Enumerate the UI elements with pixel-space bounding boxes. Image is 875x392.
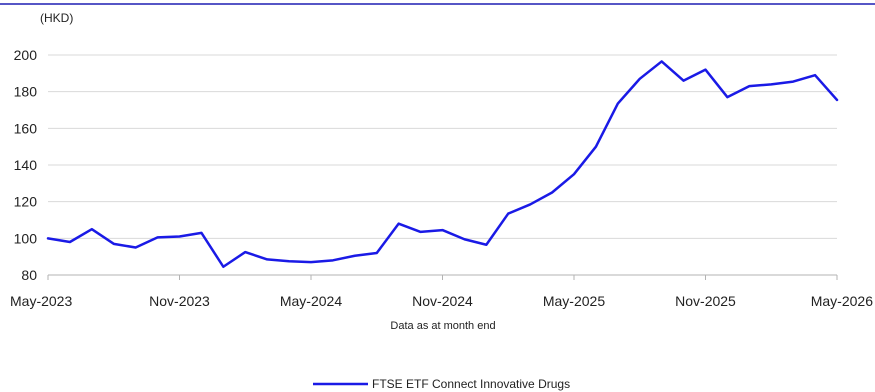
x-tick-label: Nov-2025 [675, 293, 736, 309]
x-axis: May-2023 Nov-2023 May-2024 Nov-2024 May-2025… [10, 274, 873, 309]
legend-label: FTSE ETF Connect Innovative Drugs [372, 377, 570, 391]
y-tick-label: 160 [14, 120, 38, 136]
x-tick-label: May-2025 [543, 293, 605, 309]
y-tick-label: 140 [14, 157, 38, 173]
series-layer [46, 60, 839, 268]
gridlines [48, 54, 837, 239]
series-line [46, 60, 839, 268]
y-tick-label: 200 [14, 47, 38, 63]
y-tick-label: 180 [14, 84, 38, 100]
x-tick-label: Nov-2023 [149, 293, 210, 309]
y-tick-label: 120 [14, 194, 38, 210]
x-tick-label: May-2023 [10, 293, 72, 309]
y-tick-label: 100 [14, 230, 38, 246]
y-axis: 80 100 120 140 160 180 200 [14, 47, 38, 283]
x-tick-label: Nov-2024 [412, 293, 473, 309]
unit-label: (HKD) [40, 11, 73, 25]
x-tick-label: May-2026 [811, 293, 873, 309]
legend: FTSE ETF Connect Innovative Drugs [313, 377, 570, 391]
y-tick-label: 80 [21, 267, 37, 283]
footnote: Data as at month end [390, 320, 495, 332]
x-tick-label: May-2024 [280, 293, 342, 309]
